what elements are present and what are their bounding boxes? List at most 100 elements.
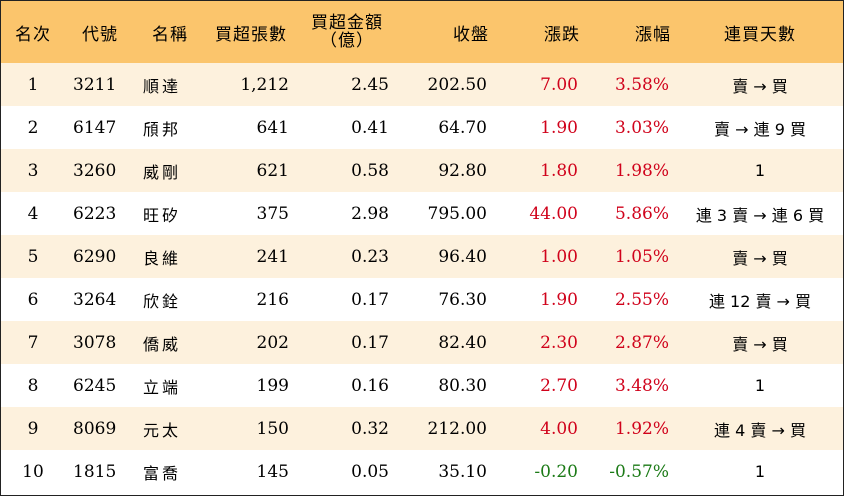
- name-cell: 元太: [143, 420, 182, 440]
- header-name: 名稱: [152, 24, 188, 45]
- header-code: 代號: [82, 24, 118, 45]
- buy-amount-cell: 0.16: [351, 375, 389, 396]
- close-cell: 795.00: [427, 203, 487, 224]
- pct-cell: -0.57%: [609, 461, 669, 482]
- pct-cell: 1.05%: [614, 246, 669, 267]
- change-cell: 1.90: [540, 117, 578, 138]
- streak-cell: 連 12 賣 → 買: [708, 291, 812, 311]
- buy-amount-cell: 0.41: [351, 117, 389, 138]
- code-cell: 1815: [73, 461, 117, 482]
- table-row: 6 3264 欣銓 216 0.17 76.30 1.90 2.55% 連 12…: [1, 278, 843, 321]
- buy-amount-cell: 0.17: [351, 332, 389, 353]
- close-cell: 82.40: [438, 332, 487, 353]
- header-buy-amount-unit: （億）: [320, 31, 374, 51]
- rank-cell: 6: [27, 289, 39, 310]
- name-cell: 欣銓: [143, 291, 182, 311]
- close-cell: 212.00: [427, 418, 487, 439]
- close-cell: 76.30: [438, 289, 487, 310]
- buy-amount-cell: 0.23: [351, 246, 389, 267]
- buy-lots-cell: 199: [256, 375, 289, 396]
- code-cell: 3211: [73, 74, 117, 95]
- rank-cell: 5: [27, 246, 39, 267]
- streak-cell: 連 3 賣 → 連 6 買: [695, 205, 825, 225]
- rank-cell: 2: [27, 117, 39, 138]
- pct-cell: 3.48%: [614, 375, 669, 396]
- buy-amount-cell: 2.45: [351, 74, 389, 95]
- buy-amount-cell: 0.58: [351, 160, 389, 181]
- name-cell: 僑威: [143, 334, 182, 354]
- code-cell: 3264: [73, 289, 117, 310]
- code-cell: 6245: [73, 375, 117, 396]
- buy-amount-cell: 0.05: [351, 461, 389, 482]
- buy-lots-cell: 145: [256, 461, 289, 482]
- code-cell: 6223: [73, 203, 117, 224]
- rank-cell: 3: [27, 160, 39, 181]
- table-row: 4 6223 旺矽 375 2.98 795.00 44.00 5.86% 連 …: [1, 192, 843, 235]
- code-cell: 6147: [73, 117, 117, 138]
- header-close: 收盤: [453, 24, 489, 45]
- name-cell: 富喬: [143, 463, 182, 483]
- pct-cell: 2.87%: [614, 332, 669, 353]
- buy-lots-cell: 621: [256, 160, 289, 181]
- header-streak: 連買天數: [724, 24, 796, 45]
- change-cell: 1.00: [540, 246, 578, 267]
- header-buy-amount: 買超金額 （億）: [297, 1, 397, 63]
- change-cell: 1.90: [540, 289, 578, 310]
- name-cell: 頎邦: [143, 119, 182, 139]
- buy-lots-cell: 641: [256, 117, 289, 138]
- code-cell: 3260: [73, 160, 117, 181]
- change-cell: 1.80: [540, 160, 578, 181]
- name-cell: 旺矽: [143, 205, 182, 225]
- pct-cell: 3.03%: [614, 117, 669, 138]
- streak-cell: 賣 → 買: [732, 334, 788, 354]
- rank-cell: 4: [27, 203, 39, 224]
- rank-cell: 8: [27, 375, 39, 396]
- table-row: 9 8069 元太 150 0.32 212.00 4.00 1.92% 連 4…: [1, 407, 843, 450]
- close-cell: 35.10: [438, 461, 487, 482]
- table-row: 3 3260 威剛 621 0.58 92.80 1.80 1.98% 1: [1, 149, 843, 192]
- buy-lots-cell: 375: [256, 203, 289, 224]
- buy-lots-cell: 150: [256, 418, 289, 439]
- change-cell: 44.00: [529, 203, 578, 224]
- buy-lots-cell: 241: [256, 246, 289, 267]
- change-cell: -0.20: [534, 461, 578, 482]
- buy-amount-cell: 2.98: [351, 203, 389, 224]
- table-row: 5 6290 良維 241 0.23 96.40 1.00 1.05% 賣 → …: [1, 235, 843, 278]
- code-cell: 8069: [73, 418, 117, 439]
- rank-cell: 1: [27, 74, 39, 95]
- header-rank: 名次: [15, 24, 51, 45]
- table-row: 8 6245 立端 199 0.16 80.30 2.70 3.48% 1: [1, 364, 843, 407]
- change-cell: 2.30: [540, 332, 578, 353]
- buy-lots-cell: 202: [256, 332, 289, 353]
- close-cell: 64.70: [438, 117, 487, 138]
- streak-cell: 1: [754, 376, 766, 395]
- rank-cell: 9: [27, 418, 39, 439]
- code-cell: 3078: [73, 332, 117, 353]
- close-cell: 96.40: [438, 246, 487, 267]
- buy-amount-cell: 0.17: [351, 289, 389, 310]
- table-row: 10 1815 富喬 145 0.05 35.10 -0.20 -0.57% 1: [1, 450, 843, 493]
- code-cell: 6290: [73, 246, 117, 267]
- streak-cell: 賣 → 買: [732, 248, 788, 268]
- header-buy-amount-label: 買超金額: [311, 13, 383, 33]
- buy-amount-cell: 0.32: [351, 418, 389, 439]
- table-row: 7 3078 僑威 202 0.17 82.40 2.30 2.87% 賣 → …: [1, 321, 843, 364]
- streak-cell: 1: [754, 161, 766, 180]
- buy-lots-cell: 216: [256, 289, 289, 310]
- pct-cell: 2.55%: [614, 289, 669, 310]
- close-cell: 202.50: [427, 74, 487, 95]
- rank-cell: 10: [22, 461, 44, 482]
- buy-lots-cell: 1,212: [240, 74, 289, 95]
- header-buy-lots: 買超張數: [215, 24, 287, 45]
- pct-cell: 1.92%: [614, 418, 669, 439]
- name-cell: 立端: [143, 377, 182, 397]
- streak-cell: 賣 → 買: [732, 76, 788, 96]
- rank-cell: 7: [27, 332, 39, 353]
- pct-cell: 5.86%: [614, 203, 669, 224]
- streak-cell: 1: [754, 462, 766, 481]
- pct-cell: 3.58%: [614, 74, 669, 95]
- table-body: 1 3211 順達 1,212 2.45 202.50 7.00 3.58% 賣…: [1, 63, 843, 493]
- streak-cell: 連 4 賣 → 買: [714, 420, 806, 440]
